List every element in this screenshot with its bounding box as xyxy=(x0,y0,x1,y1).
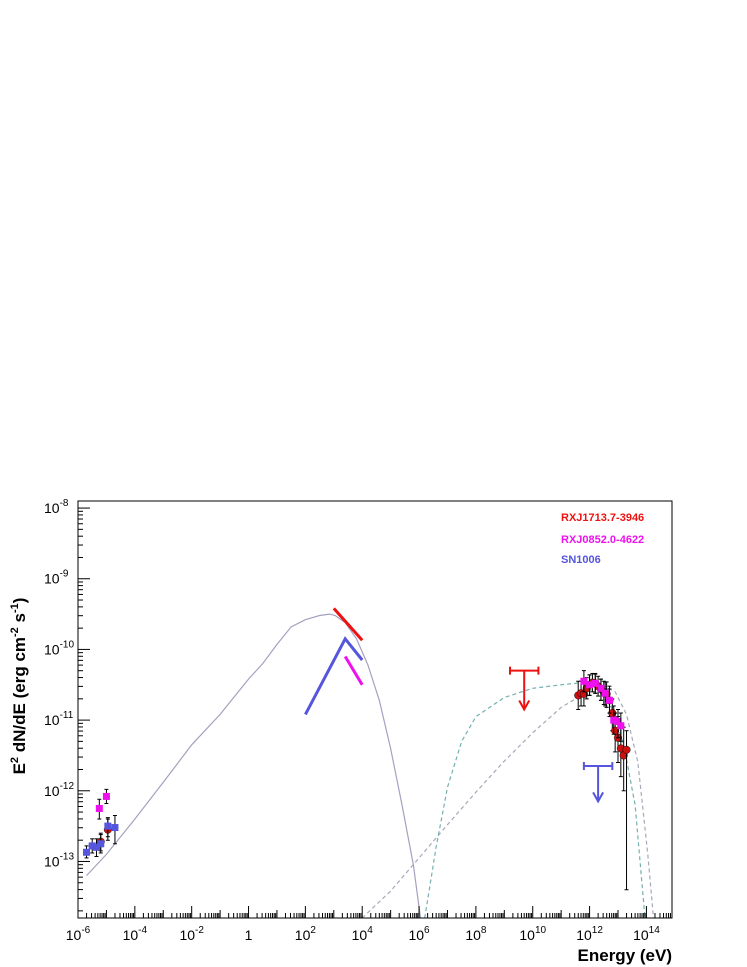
y-tick-label-exponent: -11 xyxy=(60,710,74,721)
x-tick-label-exponent: 6 xyxy=(424,925,430,936)
x-tick-label: 1 xyxy=(245,927,253,943)
legend-entry-rxj0852: RXJ0852.0-4622 xyxy=(561,534,644,546)
spectral-segment-rxj1713-7-3946 xyxy=(332,607,364,642)
y-tick-label: 10-12 xyxy=(44,781,74,799)
y-tick-label: 10-13 xyxy=(44,851,74,869)
x-tick-label: 108 xyxy=(465,925,487,943)
model-curves xyxy=(86,613,655,918)
y-tick-label-exponent: -10 xyxy=(60,639,75,650)
data-point-rxj0852-0-4622 xyxy=(95,804,103,812)
x-tick-label-base: 10 xyxy=(576,927,592,943)
y-tick-label-exponent: -12 xyxy=(60,781,75,792)
x-tick-label: 1014 xyxy=(633,925,660,943)
x-tick-label-base: 10 xyxy=(519,927,535,943)
x-tick-label: 104 xyxy=(352,925,374,943)
legend: RXJ1713.7-3946 RXJ0852.0-4622 SN1006 xyxy=(561,512,644,566)
x-tick-label-exponent: -6 xyxy=(81,925,90,936)
x-tick-label: 106 xyxy=(408,925,430,943)
x-tick-label: 10-6 xyxy=(66,925,91,943)
x-tick-label: 1010 xyxy=(519,925,546,943)
data-point-rxj0852-0-4622 xyxy=(601,689,609,697)
data-point-rxj0852-0-4622 xyxy=(614,718,622,726)
data-point-rxj0852-0-4622 xyxy=(605,696,613,704)
model-curve-1 xyxy=(86,613,422,918)
x-tick-label: 10-2 xyxy=(179,925,204,943)
y-tick-label-base: 10 xyxy=(44,571,60,587)
x-tick-label-exponent: 14 xyxy=(649,925,661,936)
x-tick-label-exponent: 2 xyxy=(310,925,316,936)
spectral-segments xyxy=(304,607,364,716)
legend-entry-sn1006: SN1006 xyxy=(561,554,601,566)
x-axis-ticks: 10-6 10-4 10-2 1 102 104 106 108 1010 1012 1014 xyxy=(66,906,671,943)
model-curve-2 xyxy=(361,685,655,918)
x-tick-label-base: 10 xyxy=(123,927,139,943)
x-tick-label-exponent: -2 xyxy=(195,925,204,936)
x-tick-label-base: 10 xyxy=(352,927,368,943)
data-point-sn1006 xyxy=(83,848,91,856)
y-axis-title-part: dN/dE (erg cm xyxy=(10,637,29,757)
data-point-rxj0852-0-4622 xyxy=(617,722,625,730)
y-axis-title-part: ) xyxy=(10,598,29,604)
data-point-sn1006 xyxy=(92,843,100,851)
data-point-sn1006 xyxy=(104,822,112,830)
upper-limits xyxy=(509,666,614,804)
data-point-rxj0852-0-4622 xyxy=(597,684,605,692)
legend-entry-rxj1713: RXJ1713.7-3946 xyxy=(561,512,644,524)
spectral-segment-sn1006 xyxy=(304,636,364,716)
y-axis-title-sup: 2 xyxy=(9,757,21,763)
data-point-rxj0852-0-4622 xyxy=(610,716,618,724)
x-axis-title: Energy (eV) xyxy=(578,946,672,965)
data-point-rxj0852-0-4622 xyxy=(586,681,594,689)
y-axis-title-sup: -2 xyxy=(9,627,21,637)
x-tick-label-exponent: 4 xyxy=(367,925,373,936)
spectral-segment-rxj0852-0-4622 xyxy=(343,655,364,686)
y-axis-title-part: s xyxy=(10,613,29,627)
x-tick-label-base: 10 xyxy=(408,927,424,943)
x-tick-label: 1012 xyxy=(576,925,603,943)
model-curve-3 xyxy=(424,680,646,918)
x-tick-label-exponent: 12 xyxy=(592,925,604,936)
x-tick-label-base: 10 xyxy=(295,927,311,943)
y-axis-title-part: E xyxy=(10,763,29,774)
x-tick-label-exponent: 8 xyxy=(481,925,487,936)
data-point-rxj1713-7-3946 xyxy=(622,745,631,754)
x-tick-label-base: 10 xyxy=(179,927,195,943)
y-axis-title: E2 dN/dE (erg cm-2 s-1) xyxy=(9,598,29,775)
x-tick-label-base: 10 xyxy=(465,927,481,943)
data-point-rxj0852-0-4622 xyxy=(102,792,110,800)
data-point-sn1006 xyxy=(88,842,96,850)
y-tick-label-base: 10 xyxy=(44,641,60,657)
y-tick-label-base: 10 xyxy=(44,853,60,869)
y-tick-label-exponent: -9 xyxy=(60,569,69,580)
x-tick-label-base: 10 xyxy=(66,927,82,943)
data-point-sn1006 xyxy=(97,840,105,848)
x-tick-label-exponent: 10 xyxy=(535,925,547,936)
data-point-rxj0852-0-4622 xyxy=(580,677,588,685)
x-tick-label-exponent: -4 xyxy=(138,925,147,936)
x-tick-label-base: 10 xyxy=(633,927,649,943)
y-tick-label-exponent: -8 xyxy=(60,498,69,509)
x-tick-label-base: 1 xyxy=(245,927,253,943)
data-point-sn1006 xyxy=(111,824,119,832)
x-tick-label: 10-4 xyxy=(123,925,148,943)
y-tick-label-base: 10 xyxy=(44,712,60,728)
y-tick-label: 10-9 xyxy=(44,569,69,587)
y-tick-label: 10-8 xyxy=(44,498,69,516)
y-tick-label: 10-11 xyxy=(44,710,74,728)
y-axis-title-sup: -1 xyxy=(9,603,21,613)
upper-limit-arrowhead-sn1006 xyxy=(592,791,604,804)
data-points xyxy=(83,670,631,891)
x-tick-label: 102 xyxy=(295,925,317,943)
upper-limit-arrowhead-rxj1713-7-3946 xyxy=(518,700,531,712)
y-tick-label-exponent: -13 xyxy=(60,851,75,862)
data-point-rxj0852-0-4622 xyxy=(591,679,599,687)
y-tick-label: 10-10 xyxy=(44,639,74,657)
y-tick-label-base: 10 xyxy=(44,783,60,799)
plot-frame xyxy=(77,500,673,919)
y-tick-label-base: 10 xyxy=(44,500,60,516)
